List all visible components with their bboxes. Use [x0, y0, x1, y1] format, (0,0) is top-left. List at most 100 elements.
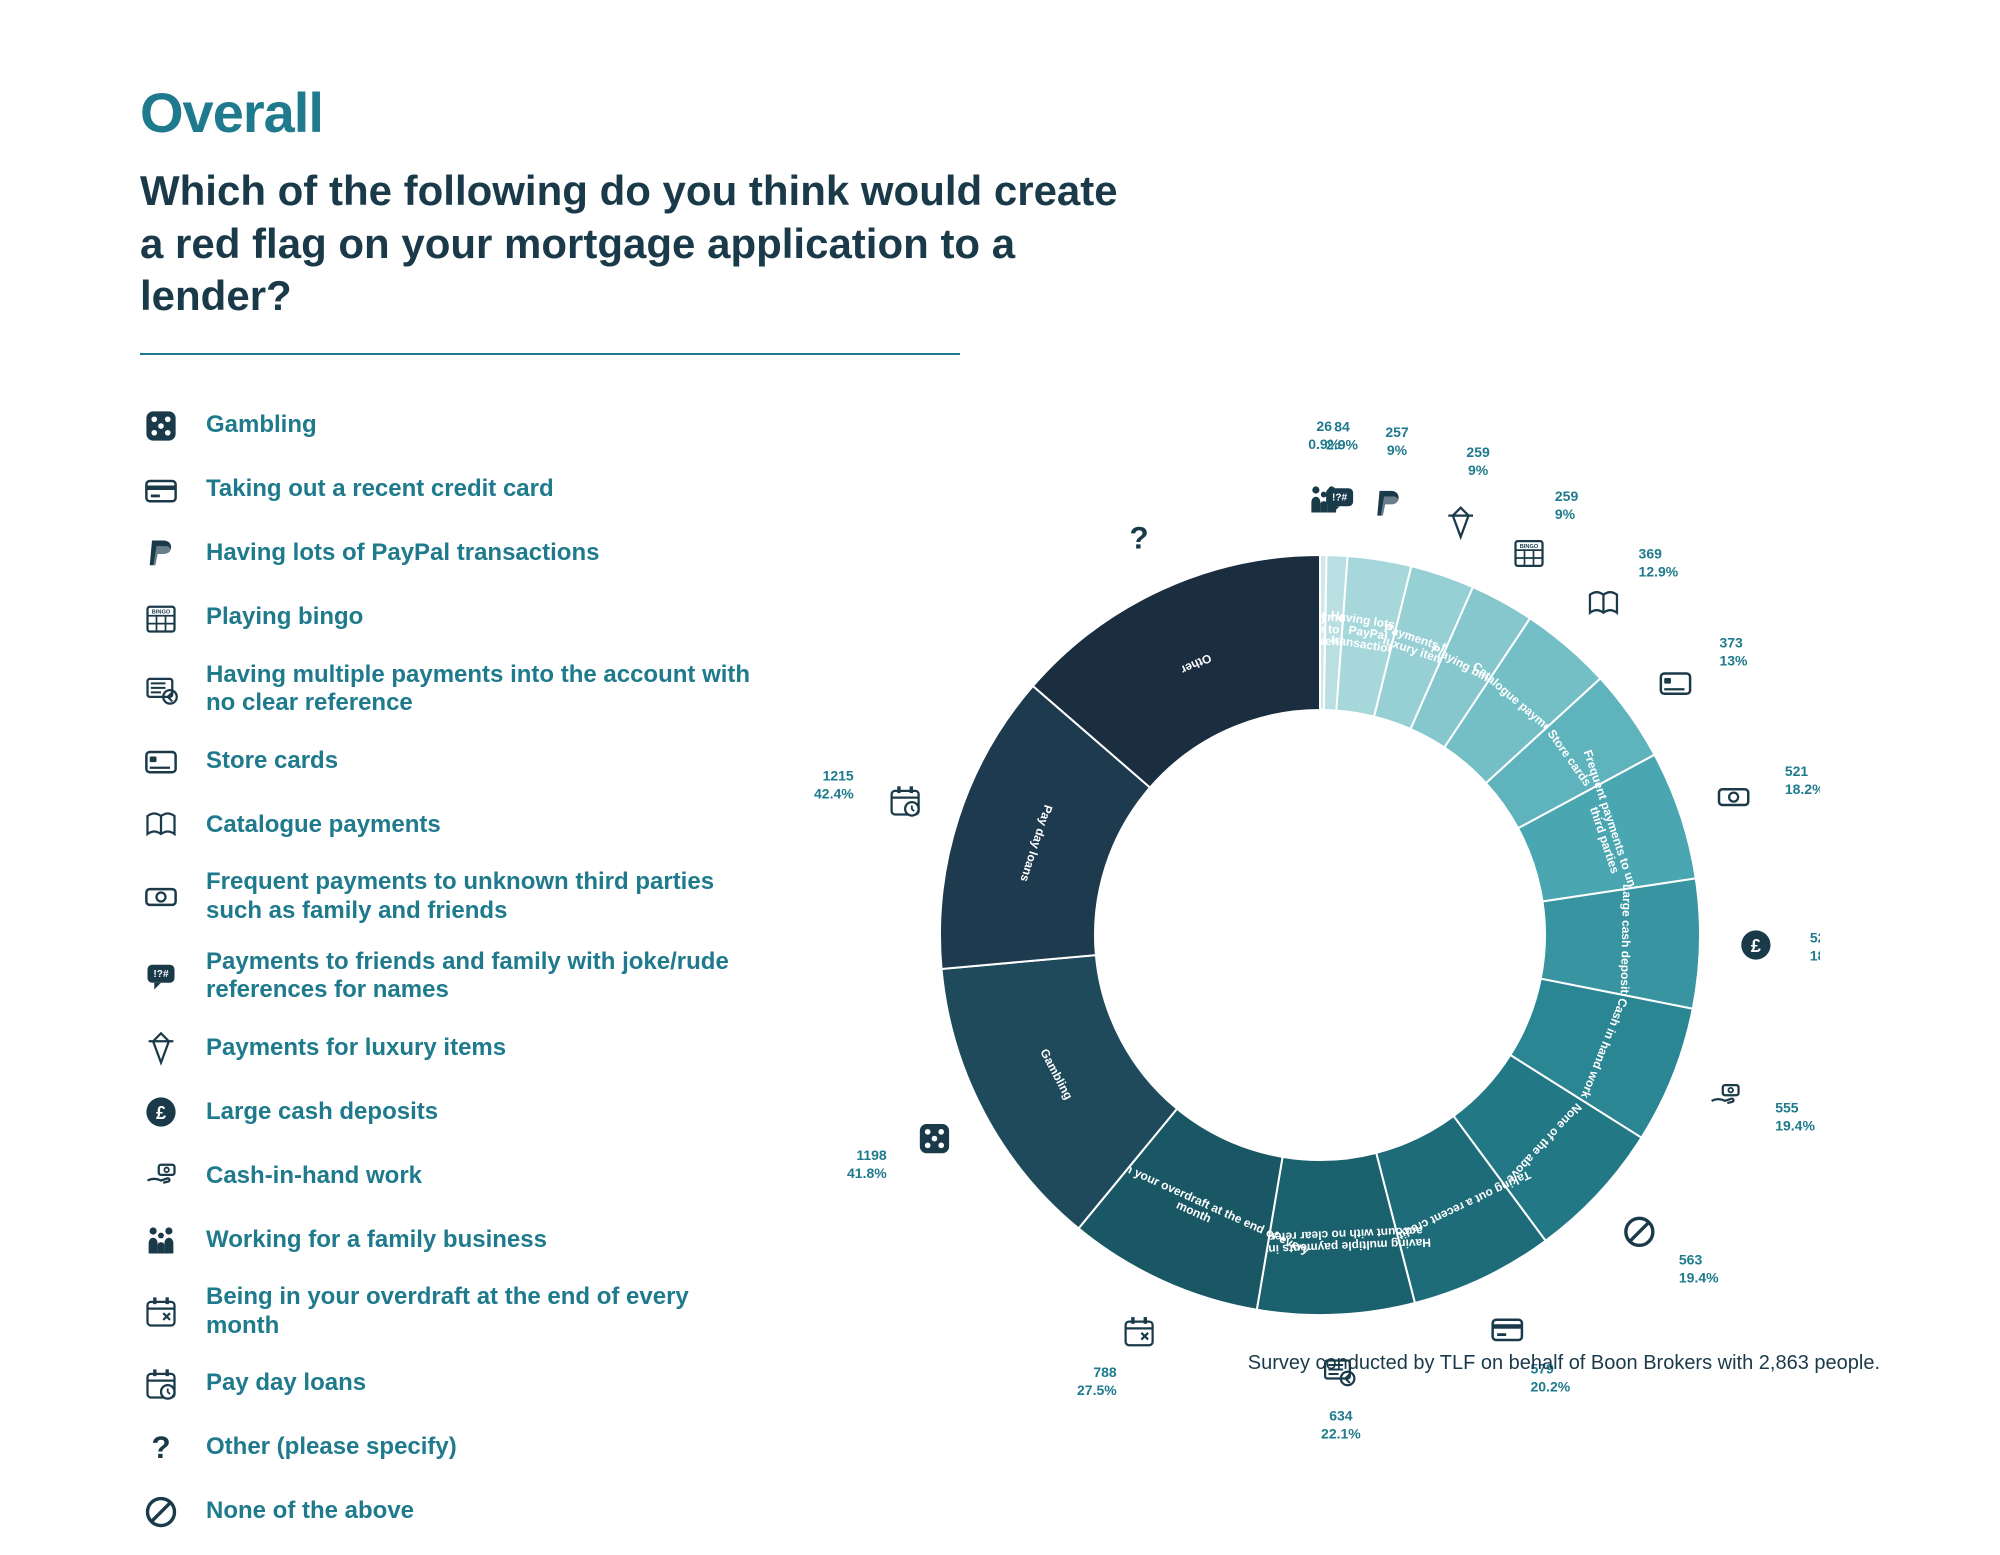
catalogue-icon [140, 804, 182, 846]
callout-count: 563 [1679, 1251, 1703, 1267]
legend-label: Frequent payments to unknown third parti… [206, 868, 760, 926]
callout-percent: 12.9% [1639, 563, 1679, 579]
catalogue-icon [1590, 592, 1617, 613]
legend-label: Cash-in-hand work [206, 1162, 422, 1191]
diamond-icon [140, 1027, 182, 1069]
callout-percent: 18.2% [1785, 781, 1820, 797]
chart-container: Workingfor afamily260.9%Paymentstofriend… [760, 405, 1860, 1455]
callout-count: 259 [1466, 444, 1490, 460]
callout-count: 521 [1810, 929, 1820, 945]
legend-label: Taking out a recent credit card [206, 475, 554, 504]
question-icon [140, 1427, 182, 1469]
survey-footnote: Survey conducted by TLF on behalf of Boo… [1248, 1352, 1880, 1375]
callout-count: 369 [1639, 545, 1663, 561]
legend-item: Frequent payments to unknown third parti… [140, 868, 760, 926]
callout-count: 1215 [823, 767, 854, 783]
page-subtitle: Which of the following do you think woul… [140, 165, 1140, 323]
calendar-clock-icon [892, 786, 919, 815]
callout-percent: 27.5% [1077, 1381, 1117, 1397]
legend-item: Cash-in-hand work [140, 1155, 760, 1197]
callout-percent: 9% [1468, 462, 1489, 478]
callout-percent: 41.8% [847, 1164, 887, 1180]
callout-percent: 19.4% [1679, 1269, 1719, 1285]
legend-label: Catalogue payments [206, 811, 441, 840]
paypal-icon [1377, 490, 1398, 516]
callout-count: 259 [1555, 487, 1579, 503]
legend-label: Gambling [206, 411, 317, 440]
content-row: Gambling Taking out a recent credit card H… [140, 405, 1860, 1555]
legend-label: Large cash deposits [206, 1098, 438, 1127]
calendar-x-icon [1126, 1317, 1153, 1345]
legend-item: Playing bingo [140, 597, 760, 639]
store-card-icon [1661, 673, 1690, 693]
none-icon [1626, 1218, 1653, 1245]
cash-note-icon [140, 876, 182, 918]
callout-count: 257 [1385, 424, 1409, 440]
cash-note-icon [1719, 789, 1748, 805]
question-icon [1129, 519, 1148, 555]
callout-count: 84 [1334, 418, 1350, 434]
legend-item: Working for a family business [140, 1219, 760, 1261]
credit-card-icon [1493, 1319, 1522, 1339]
callout-count: 788 [1093, 1363, 1117, 1379]
legend-label: Playing bingo [206, 603, 363, 632]
legend-item: Large cash deposits [140, 1091, 760, 1133]
callout-count: 1198 [856, 1146, 887, 1162]
callout-percent: 42.4% [814, 785, 854, 801]
legend-list: Gambling Taking out a recent credit card H… [140, 405, 760, 1555]
bingo-icon [1516, 541, 1543, 566]
calendar-clock-icon [140, 1363, 182, 1405]
diamond-icon [1448, 507, 1473, 536]
legend-item: Payments for luxury items [140, 1027, 760, 1069]
store-card-icon [140, 740, 182, 782]
donut-chart: Workingfor afamily260.9%Paymentstofriend… [760, 405, 1820, 1465]
legend-label: Having multiple payments into the accoun… [206, 661, 760, 719]
cash-hand-icon [1712, 1085, 1739, 1103]
payments-multi-icon [140, 668, 182, 710]
none-icon [140, 1491, 182, 1533]
legend-item: Payments to friends and family with joke… [140, 948, 760, 1006]
legend-label: Working for a family business [206, 1226, 547, 1255]
paypal-icon [140, 533, 182, 575]
callout-count: 555 [1775, 1099, 1799, 1115]
legend-label: Having lots of PayPal transactions [206, 539, 599, 568]
legend-item: Having multiple payments into the accoun… [140, 661, 760, 719]
callout-percent: 22.1% [1321, 1425, 1361, 1441]
legend-label: None of the above [206, 1497, 414, 1526]
credit-card-icon [140, 469, 182, 511]
pound-circle-icon [1741, 930, 1770, 959]
callout-count: 521 [1785, 763, 1809, 779]
callout-count: 634 [1329, 1407, 1353, 1423]
header-divider [140, 353, 960, 355]
legend-label: Payments for luxury items [206, 1034, 506, 1063]
legend-item: Pay day loans [140, 1363, 760, 1405]
legend-item: Gambling [140, 405, 760, 447]
page-title: Overall [140, 80, 1860, 145]
legend-item: Other (please specify) [140, 1427, 760, 1469]
legend-label: Pay day loans [206, 1369, 366, 1398]
legend-item: Being in your overdraft at the end of ev… [140, 1283, 760, 1341]
legend-item: Having lots of PayPal transactions [140, 533, 760, 575]
chat-rude-icon [140, 955, 182, 997]
calendar-x-icon [140, 1291, 182, 1333]
legend-label: Store cards [206, 747, 338, 776]
legend-item: None of the above [140, 1491, 760, 1533]
callout-percent: 13% [1719, 652, 1748, 668]
callout-percent: 2.9% [1326, 436, 1358, 452]
dice-icon [140, 405, 182, 447]
legend-item: Taking out a recent credit card [140, 469, 760, 511]
legend-label: Payments to friends and family with joke… [206, 948, 760, 1006]
legend-label: Other (please specify) [206, 1433, 457, 1462]
legend-label: Being in your overdraft at the end of ev… [206, 1283, 760, 1341]
legend-item: Store cards [140, 740, 760, 782]
cash-hand-icon [140, 1155, 182, 1197]
callout-percent: 9% [1387, 442, 1408, 458]
callout-percent: 18.2% [1810, 947, 1820, 963]
pound-circle-icon [140, 1091, 182, 1133]
callout-count: 26 [1316, 418, 1332, 434]
page-root: Overall Which of the following do you th… [0, 0, 2000, 1415]
bingo-icon [140, 597, 182, 639]
callout-percent: 20.2% [1530, 1378, 1570, 1394]
legend-item: Catalogue payments [140, 804, 760, 846]
callout-count: 373 [1719, 634, 1743, 650]
